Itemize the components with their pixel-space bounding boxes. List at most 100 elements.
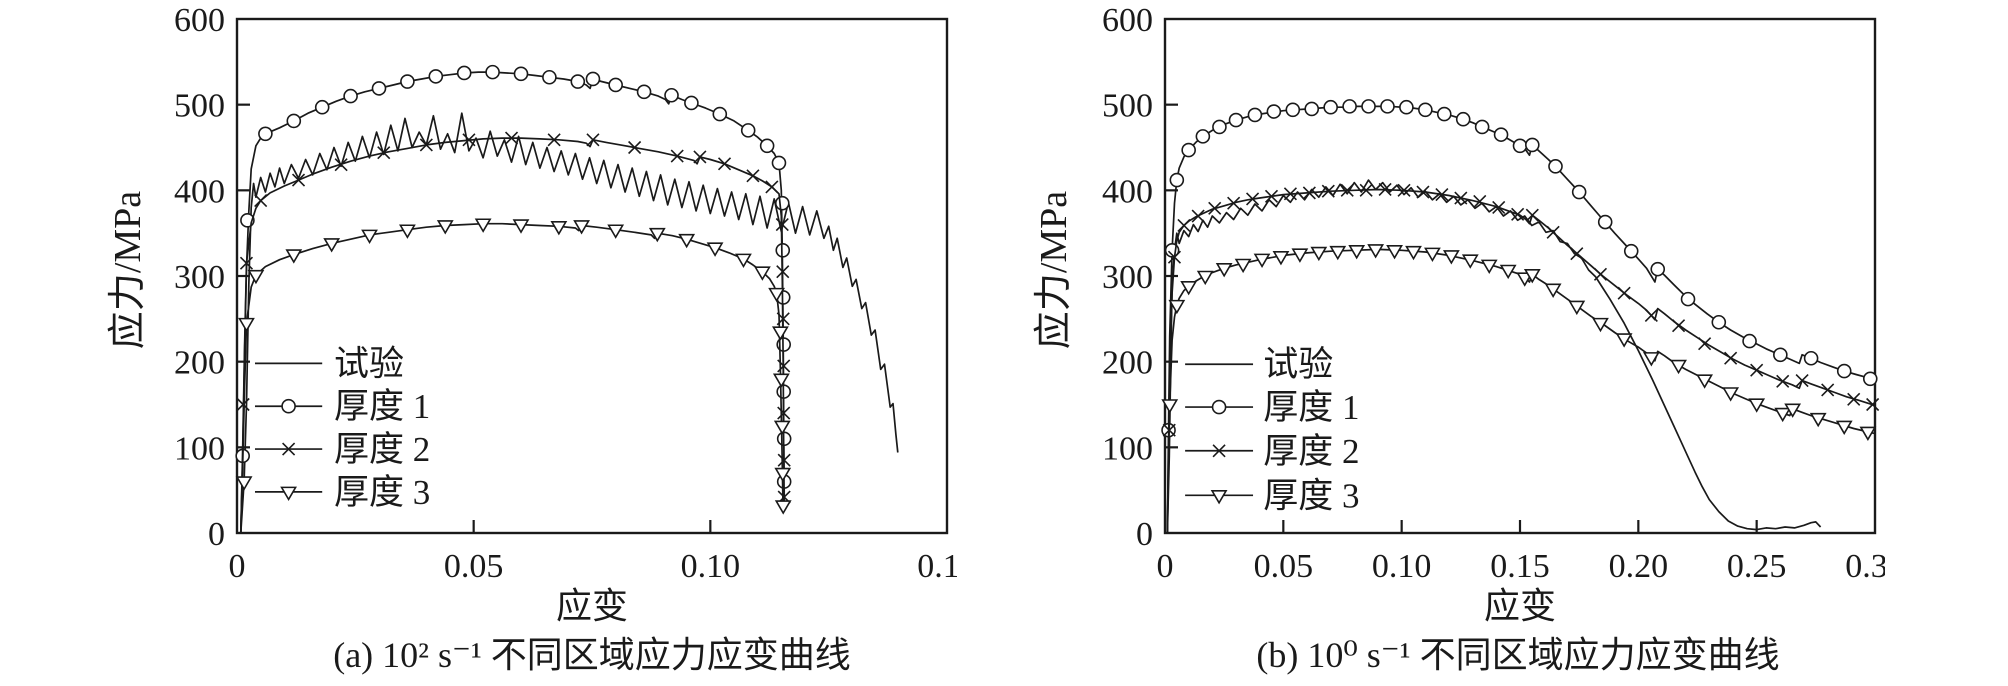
triangle-down-marker: [1329, 245, 1347, 261]
triangle-down-marker: [678, 233, 696, 249]
circle-marker: [1474, 119, 1490, 135]
triangle-down-marker: [1784, 403, 1802, 418]
x-tick-label: 0.10: [681, 548, 741, 580]
y-tick-label: 500: [174, 88, 225, 125]
legend-label: 厚度 1: [334, 387, 430, 426]
y-axis-label-a: 应力/MPa: [107, 190, 149, 350]
y-tick-label: 400: [174, 173, 225, 210]
triangle-down-marker: [361, 229, 378, 244]
x-marker: [1644, 308, 1658, 322]
circle-marker: [513, 66, 529, 82]
x-marker: [1208, 201, 1222, 215]
x-marker: [717, 157, 732, 171]
circle-marker: [1512, 138, 1528, 154]
x-axis-label-b: 应变: [1483, 586, 1556, 626]
triangle-down-marker: [754, 266, 771, 281]
x-marker: [1617, 286, 1631, 300]
x-marker: [693, 150, 707, 164]
triangle-down-marker: [1835, 420, 1853, 436]
triangle-down-marker: [1642, 352, 1660, 367]
triangle-down-marker: [1386, 245, 1403, 260]
x-marker: [1191, 209, 1205, 223]
triangle-down-marker: [774, 467, 792, 483]
y-axis-label-b: 应力/MPa: [1033, 190, 1075, 350]
circle-marker: [1380, 99, 1395, 114]
legend-label: 试验: [1263, 345, 1333, 384]
circle-marker: [1399, 99, 1414, 115]
x-marker: [776, 265, 790, 279]
x-marker: [1264, 189, 1279, 203]
circle-marker: [1181, 142, 1196, 158]
circle-marker: [1418, 102, 1433, 118]
x-marker: [1570, 247, 1584, 261]
triangle-down-marker: [1442, 250, 1460, 265]
y-tick-label: 0: [1136, 516, 1153, 553]
circle-marker: [1247, 107, 1263, 123]
legend-label: 厚度 3: [1263, 476, 1359, 515]
circle-marker: [1773, 347, 1788, 363]
x-tick-label: 0.25: [1727, 548, 1787, 580]
triangle-down-marker: [1774, 407, 1792, 423]
x-marker: [1321, 184, 1335, 198]
x-marker: [746, 169, 760, 183]
x-marker: [377, 146, 391, 160]
x-marker: [1212, 444, 1226, 458]
x-tick-label: 0: [1157, 548, 1174, 580]
y-tick-label: 0: [208, 516, 225, 553]
circle-marker: [456, 65, 472, 81]
triangle-down-marker: [436, 220, 454, 235]
triangle-down-marker: [280, 486, 297, 501]
triangle-down-marker: [1405, 245, 1422, 261]
x-marker: [1246, 192, 1260, 206]
x-marker: [236, 397, 250, 412]
circle-marker: [1571, 184, 1587, 200]
triangle-down-marker: [1234, 258, 1252, 274]
x-marker: [1473, 194, 1487, 209]
triangle-down-marker: [1480, 259, 1498, 274]
x-marker: [1283, 187, 1297, 201]
x-marker: [1672, 319, 1686, 333]
triangle-down-marker: [1215, 262, 1233, 278]
x-marker: [1340, 183, 1354, 197]
circle-marker: [1436, 106, 1452, 122]
circle-marker: [428, 69, 444, 84]
circle-marker: [281, 398, 296, 414]
circle-marker: [542, 69, 557, 85]
x-marker: [628, 140, 642, 155]
triangle-down-marker: [1615, 333, 1633, 348]
circle-marker: [314, 99, 330, 115]
circle-marker: [1525, 137, 1540, 153]
triangle-down-marker: [607, 224, 625, 239]
x-marker: [777, 453, 791, 467]
series-line-0: [1166, 179, 1822, 534]
y-tick-label: 600: [1102, 2, 1153, 39]
triangle-down-marker: [474, 218, 492, 233]
circle-marker: [1212, 119, 1227, 135]
x-marker: [765, 180, 779, 194]
series-line-0: [239, 112, 899, 534]
x-marker: [1593, 267, 1608, 281]
circle-marker: [1803, 350, 1819, 366]
triangle-down-marker: [773, 420, 791, 436]
triangle-down-marker: [573, 220, 590, 235]
x-marker: [1435, 188, 1449, 202]
x-marker: [1454, 191, 1468, 205]
circle-marker: [1493, 127, 1509, 142]
triangle-down-marker: [512, 219, 530, 234]
triangle-down-marker: [1748, 398, 1766, 413]
legend-label: 厚度 2: [1263, 432, 1359, 471]
series-line-1: [239, 71, 786, 534]
x-tick-label: 0.05: [444, 548, 504, 580]
triangle-down-marker: [1499, 264, 1517, 280]
triangle-down-marker: [1722, 387, 1740, 402]
x-marker: [504, 131, 519, 145]
y-tick-label: 300: [1102, 259, 1153, 296]
x-marker: [1416, 185, 1430, 199]
x-marker: [1724, 351, 1738, 365]
x-marker: [775, 218, 789, 232]
triangle-down-marker: [1253, 253, 1271, 268]
x-tick-label: 0.15: [917, 548, 957, 580]
triangle-down-marker: [1424, 247, 1441, 262]
